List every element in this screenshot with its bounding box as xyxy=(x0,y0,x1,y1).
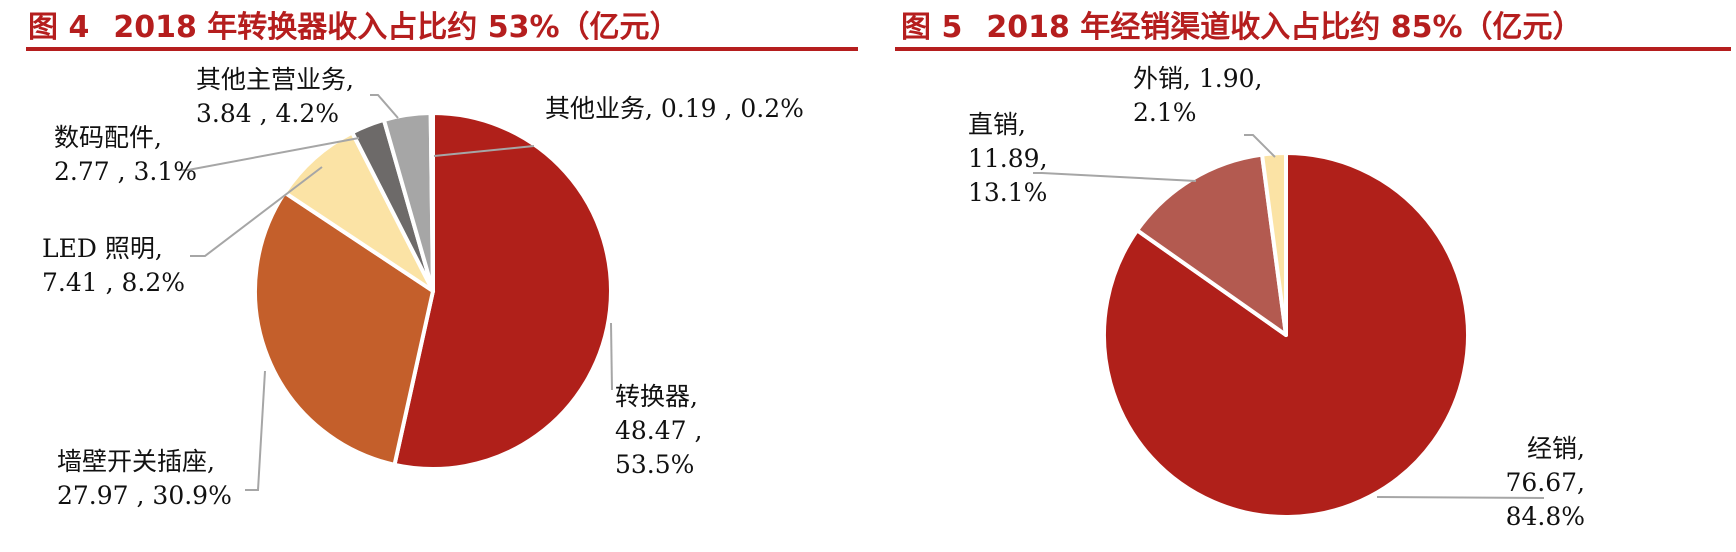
data-label-line: 转换器, xyxy=(615,382,698,411)
figure-4-number: 图 4 xyxy=(28,10,90,45)
leader-line-墙壁开关插座 xyxy=(245,370,266,491)
leader-line-其他业务 xyxy=(433,145,535,157)
pie-slice-转换器 xyxy=(392,111,613,471)
figure-4-panel: 图 4 2018 年转换器收入占比约 53%（亿元） 转换器, 48.47 , 53.… xyxy=(0,0,860,552)
leader-line-其他主营业务 xyxy=(370,94,399,119)
data-label-其他业务: 其他业务, 0.19 , 0.2% xyxy=(545,94,804,123)
pie-chart-revenue-by-product: 转换器, 48.47 , 53.5% 墙壁开关插座, 27.97 , 30.9% LED … xyxy=(42,65,804,510)
pie-slice-经销 xyxy=(1101,151,1470,519)
data-label-数码配件: 数码配件, 2.77 , 3.1% xyxy=(54,123,197,186)
figure-5-number: 图 5 xyxy=(901,10,963,45)
data-label-line: 直销, xyxy=(968,110,1026,139)
pie-slice-外销 xyxy=(1260,150,1288,337)
figure-5-panel: 图 5 2018 年经销渠道收入占比约 85%（亿元） 经销, 76.67, 84.8… xyxy=(895,0,1736,552)
data-label-外销: 外销, 1.90, 2.1% xyxy=(1133,64,1263,127)
data-label-转换器: 转换器, 48.47 , 53.5% xyxy=(615,382,702,479)
data-label-line: 经销, xyxy=(1527,434,1585,463)
data-label-line: 53.5% xyxy=(615,450,694,479)
figure-5-title-rule xyxy=(895,47,1731,51)
pie-slice-墙壁开关插座 xyxy=(253,190,435,467)
data-label-line: 76.67, xyxy=(1505,468,1585,497)
data-label-LED 照明: LED 照明, 7.41 , 8.2% xyxy=(42,234,185,297)
data-label-line: 84.8% xyxy=(1506,502,1585,531)
leader-line-LED 照明 xyxy=(190,166,323,257)
data-label-line: 11.89, xyxy=(968,144,1048,173)
data-label-line: 外销, 1.90, xyxy=(1133,64,1263,93)
pie-slice-其他业务 xyxy=(428,111,435,293)
leader-line-外销 xyxy=(1244,134,1276,158)
data-label-line: 3.84 , 4.2% xyxy=(196,99,339,128)
data-label-line: 48.47 , xyxy=(615,416,702,445)
data-label-line: 数码配件, xyxy=(54,123,162,152)
data-label-line: 2.1% xyxy=(1133,98,1197,127)
leader-line-转换器 xyxy=(610,322,613,391)
figure-4-title: 图 4 2018 年转换器收入占比约 53%（亿元） xyxy=(28,2,680,46)
data-label-line: 其他业务, 0.19 , 0.2% xyxy=(545,94,804,123)
data-label-line: 其他主营业务, xyxy=(196,65,354,94)
data-label-其他主营业务: 其他主营业务, 3.84 , 4.2% xyxy=(196,65,354,128)
pie-chart-revenue-by-channel: 经销, 76.67, 84.8% 直销, 11.89, 13.1% 外销, 1.90, 2.1… xyxy=(968,64,1585,531)
figure-4-title-text: 2018 年转换器收入占比约 53%（亿元） xyxy=(113,10,680,45)
data-label-line: LED 照明, xyxy=(42,234,163,263)
data-label-line: 27.97 , 30.9% xyxy=(57,481,232,510)
figure-5-title: 图 5 2018 年经销渠道收入占比约 85%（亿元） xyxy=(901,2,1583,46)
figure-4-title-rule xyxy=(26,47,858,51)
leader-line-直销 xyxy=(1033,172,1197,182)
data-label-line: 墙壁开关插座, xyxy=(57,447,215,476)
data-label-line: 2.77 , 3.1% xyxy=(54,157,197,186)
data-label-line: 7.41 , 8.2% xyxy=(42,268,185,297)
leader-line-经销 xyxy=(1376,496,1545,499)
data-label-墙壁开关插座: 墙壁开关插座, 27.97 , 30.9% xyxy=(57,447,232,510)
data-label-经销: 经销, 76.67, 84.8% xyxy=(1505,434,1585,531)
leader-line-数码配件 xyxy=(178,137,360,171)
figure-5-title-text: 2018 年经销渠道收入占比约 85%（亿元） xyxy=(986,10,1583,45)
data-label-直销: 直销, 11.89, 13.1% xyxy=(968,110,1048,207)
pie-slice-直销 xyxy=(1135,152,1288,337)
data-label-line: 13.1% xyxy=(968,178,1047,207)
